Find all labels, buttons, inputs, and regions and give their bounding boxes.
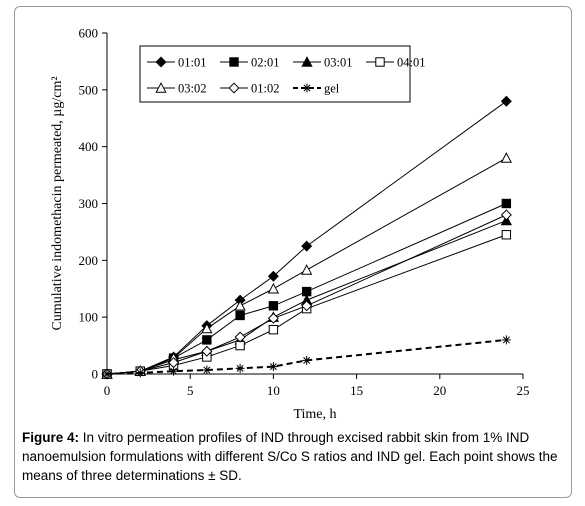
data-point bbox=[501, 335, 511, 345]
data-point bbox=[268, 324, 279, 335]
data-point bbox=[500, 95, 512, 107]
series-line bbox=[106, 338, 507, 375]
legend-label: 03:01 bbox=[324, 56, 352, 70]
data-point bbox=[228, 82, 240, 94]
x-tick-label: 10 bbox=[267, 383, 280, 398]
permeation-line-chart: 0 100 200 300 400 500 600 0 5 10 15 20 25 01:01 02:01… bbox=[50, 26, 530, 423]
series-01-01 bbox=[101, 95, 512, 380]
data-point bbox=[235, 363, 245, 373]
data-point bbox=[267, 282, 280, 294]
data-point bbox=[301, 300, 313, 312]
data-point bbox=[267, 312, 279, 324]
data-point bbox=[229, 57, 239, 67]
data-point bbox=[501, 230, 512, 240]
data-point bbox=[301, 264, 313, 275]
legend-label: gel bbox=[324, 82, 340, 96]
x-tick-label: 0 bbox=[104, 383, 111, 398]
chart-legend: 01:01 02:01 03:01 04:01 03:02 01:02 gel bbox=[139, 45, 425, 103]
data-point bbox=[201, 345, 213, 357]
x-tick-label: 15 bbox=[350, 383, 363, 398]
series-gel bbox=[102, 335, 511, 379]
data-point bbox=[235, 310, 245, 321]
figure-caption: Figure 4: In vitro permeation profiles o… bbox=[22, 428, 562, 485]
data-point bbox=[500, 152, 512, 163]
data-point bbox=[201, 322, 213, 334]
data-point bbox=[155, 82, 167, 93]
data-point bbox=[202, 335, 212, 345]
chart-series bbox=[101, 95, 512, 380]
y-axis-title: Cumulative indomethacin permeated, µg/cm… bbox=[50, 76, 65, 330]
legend-label: 03:02 bbox=[178, 82, 206, 96]
data-point bbox=[302, 355, 312, 365]
data-point bbox=[301, 56, 313, 67]
data-point bbox=[501, 198, 512, 209]
series-line bbox=[106, 100, 507, 375]
legend-label: 02:01 bbox=[251, 56, 279, 70]
legend-label: 04:01 bbox=[397, 56, 425, 70]
caption-label: Figure 4: bbox=[22, 430, 80, 445]
data-point bbox=[375, 57, 385, 67]
legend-entry: 03:01 bbox=[293, 56, 352, 70]
legend-label: 01:01 bbox=[178, 56, 206, 70]
y-tick-label: 400 bbox=[79, 139, 99, 154]
data-point bbox=[268, 301, 279, 311]
legend-entry: 03:02 bbox=[147, 82, 206, 96]
x-tick-label: 5 bbox=[187, 383, 194, 398]
legend-entry: 02:01 bbox=[220, 56, 279, 70]
legend-entry: 04:01 bbox=[366, 56, 425, 70]
legend-entry: gel bbox=[293, 82, 340, 96]
y-tick-label: 200 bbox=[79, 253, 99, 268]
series-line bbox=[106, 157, 507, 375]
data-point bbox=[267, 270, 279, 282]
legend-entry: 01:01 bbox=[147, 56, 206, 70]
x-tick-label: 20 bbox=[433, 383, 446, 398]
caption-text: In vitro permeation profiles of IND thro… bbox=[22, 430, 558, 483]
y-tick-label: 600 bbox=[79, 26, 99, 41]
data-point bbox=[234, 331, 246, 343]
y-tick-label: 100 bbox=[79, 310, 99, 325]
data-point bbox=[102, 369, 112, 379]
data-point bbox=[268, 362, 278, 372]
data-point bbox=[155, 56, 167, 68]
x-axis-title: Time, h bbox=[293, 407, 336, 422]
legend-label: 01:02 bbox=[251, 82, 279, 96]
legend-box bbox=[139, 45, 411, 103]
data-point bbox=[169, 366, 179, 376]
y-tick-label: 0 bbox=[92, 367, 99, 382]
series-line bbox=[106, 214, 507, 375]
series-02-01 bbox=[102, 198, 512, 379]
data-point bbox=[135, 368, 145, 378]
data-point bbox=[301, 240, 313, 252]
legend-entry: 01:02 bbox=[220, 82, 279, 96]
data-point bbox=[500, 209, 512, 221]
data-point bbox=[235, 340, 245, 351]
x-tick-label: 25 bbox=[517, 383, 530, 398]
y-tick-label: 500 bbox=[79, 82, 99, 97]
data-point bbox=[302, 83, 312, 93]
data-point bbox=[234, 299, 246, 311]
series-03-02 bbox=[101, 152, 512, 379]
data-point bbox=[202, 365, 212, 375]
y-tick-label: 300 bbox=[79, 196, 99, 211]
